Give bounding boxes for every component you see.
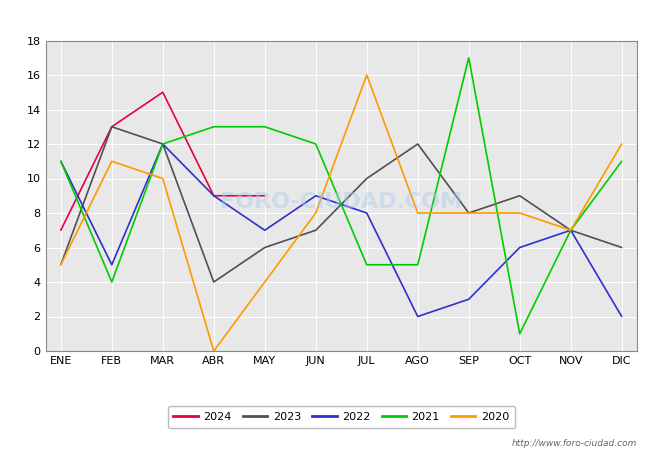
Text: Matriculaciones de Vehiculos en Arévalo: Matriculaciones de Vehiculos en Arévalo — [143, 11, 507, 29]
Text: http://www.foro-ciudad.com: http://www.foro-ciudad.com — [512, 439, 637, 448]
Text: FORO-CIUDAD.COM: FORO-CIUDAD.COM — [220, 192, 462, 212]
Legend: 2024, 2023, 2022, 2021, 2020: 2024, 2023, 2022, 2021, 2020 — [168, 406, 515, 428]
